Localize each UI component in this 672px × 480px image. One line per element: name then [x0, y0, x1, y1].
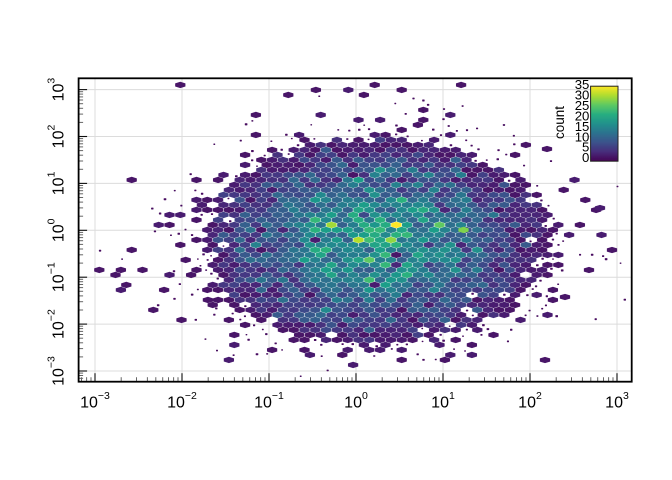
- svg-text:35: 35: [575, 77, 590, 92]
- svg-text:30: 30: [575, 88, 590, 103]
- svg-text:20: 20: [575, 108, 590, 123]
- svg-text:15: 15: [575, 119, 590, 134]
- svg-text:0: 0: [582, 150, 589, 165]
- svg-text:10: 10: [575, 129, 590, 144]
- svg-text:25: 25: [575, 98, 590, 113]
- svg-text:5: 5: [582, 140, 589, 155]
- svg-text:count: count: [552, 106, 567, 139]
